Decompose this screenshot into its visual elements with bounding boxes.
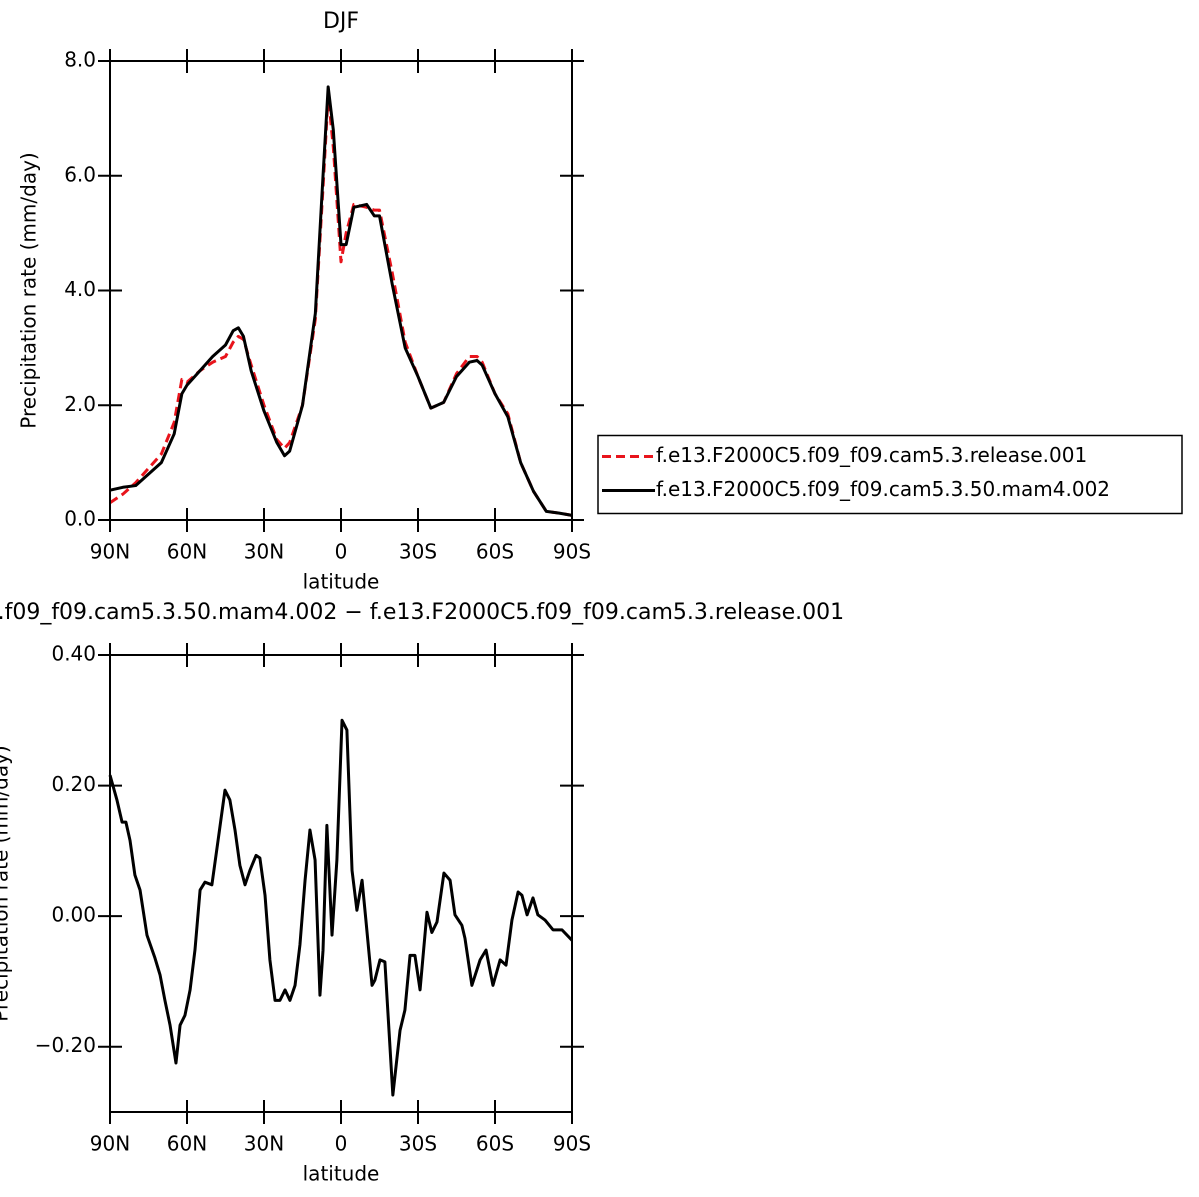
plot-frame xyxy=(109,60,573,521)
legend-label: f.e13.F2000C5.f09_f09.cam5.3.release.001 xyxy=(656,443,1087,467)
y-tick-label: 2.0 xyxy=(64,392,96,416)
x-tick-label: 30N xyxy=(244,1132,284,1156)
x-tick-label: 90S xyxy=(553,540,591,564)
y-tick-label: 0.0 xyxy=(64,507,96,531)
legend-box xyxy=(597,434,1183,515)
data-line xyxy=(109,93,573,517)
chart-title: f.e13.F2000C5.f09_f09.cam5.3.50.mam4.002… xyxy=(0,600,844,625)
x-tick-label: 90S xyxy=(553,1132,591,1156)
y-tick-label: 0.20 xyxy=(51,772,96,796)
plot-frame xyxy=(109,654,573,1113)
x-tick-label: 0 xyxy=(335,540,348,564)
y-tick-label: 8.0 xyxy=(64,48,96,72)
x-tick-label: 0 xyxy=(335,1132,348,1156)
y-tick-label: 0.00 xyxy=(51,903,96,927)
x-axis-label: latitude xyxy=(303,1162,380,1186)
x-tick-label: 60N xyxy=(167,1132,207,1156)
legend-label: f.e13.F2000C5.f09_f09.cam5.3.50.mam4.002 xyxy=(656,477,1110,501)
x-tick-label: 90N xyxy=(90,540,130,564)
chart-title: DJF xyxy=(323,9,359,34)
data-line xyxy=(108,718,574,1097)
y-tick-label: 4.0 xyxy=(64,277,96,301)
x-tick-label: 60S xyxy=(476,1132,514,1156)
x-tick-label: 30N xyxy=(244,540,284,564)
y-axis-label: Precipitation rate (mm/day) xyxy=(17,152,41,428)
x-axis-label: latitude xyxy=(303,570,380,594)
x-tick-label: 60S xyxy=(476,540,514,564)
x-tick-label: 30S xyxy=(399,1132,437,1156)
y-tick-label: 0.40 xyxy=(51,642,96,666)
x-tick-label: 90N xyxy=(90,1132,130,1156)
x-tick-label: 60N xyxy=(167,540,207,564)
y-tick-label: −0.20 xyxy=(35,1033,96,1057)
x-tick-label: 30S xyxy=(399,540,437,564)
y-axis-label: Precipitation rate (mm/day) xyxy=(0,745,13,1021)
y-tick-label: 6.0 xyxy=(64,162,96,186)
data-line xyxy=(109,85,573,517)
